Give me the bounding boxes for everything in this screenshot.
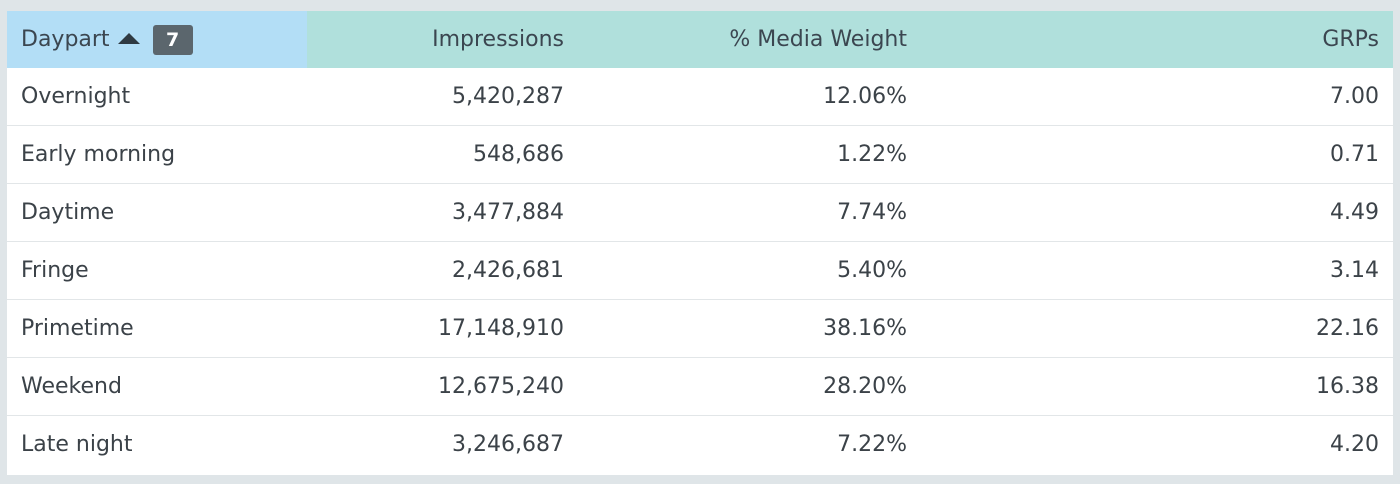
cell-grps: 22.16 [1316, 316, 1379, 341]
column-header-impressions-label: Impressions [432, 27, 564, 52]
cell-daypart: Fringe [21, 258, 89, 283]
cell-media-weight: 12.06% [823, 84, 907, 109]
sort-ascending-icon[interactable] [117, 32, 140, 44]
cell-daypart: Primetime [21, 316, 134, 341]
table-row: Fringe 2,426,681 5.40% 3.14 [7, 241, 1393, 299]
cell-impressions: 12,675,240 [438, 374, 564, 399]
cell-media-weight: 38.16% [823, 316, 907, 341]
table-body: Overnight 5,420,287 12.06% 7.00 Early mo… [7, 68, 1393, 473]
table-header-row: Daypart 7 Impressions % Media Weight GRP… [7, 11, 1393, 68]
cell-media-weight: 5.40% [837, 258, 907, 283]
cell-media-weight: 28.20% [823, 374, 907, 399]
column-header-grps[interactable]: GRPs [907, 11, 1379, 68]
cell-media-weight: 7.74% [837, 200, 907, 225]
cell-impressions: 2,426,681 [452, 258, 564, 283]
cell-grps: 4.20 [1330, 432, 1379, 457]
table-row: Early morning 548,686 1.22% 0.71 [7, 125, 1393, 183]
cell-grps: 0.71 [1330, 142, 1379, 167]
table-row: Daytime 3,477,884 7.74% 4.49 [7, 183, 1393, 241]
cell-grps: 16.38 [1316, 374, 1379, 399]
table-row: Weekend 12,675,240 28.20% 16.38 [7, 357, 1393, 415]
table-row: Primetime 17,148,910 38.16% 22.16 [7, 299, 1393, 357]
column-header-media-weight-label: % Media Weight [729, 27, 907, 52]
cell-impressions: 3,477,884 [452, 200, 564, 225]
daypart-table: Daypart 7 Impressions % Media Weight GRP… [7, 11, 1393, 475]
cell-daypart: Late night [21, 432, 133, 457]
cell-impressions: 5,420,287 [452, 84, 564, 109]
column-header-impressions[interactable]: Impressions [307, 11, 564, 68]
cell-grps: 4.49 [1330, 200, 1379, 225]
column-header-media-weight[interactable]: % Media Weight [564, 11, 907, 68]
cell-impressions: 3,246,687 [452, 432, 564, 457]
cell-daypart: Early morning [21, 142, 176, 167]
cell-grps: 7.00 [1330, 84, 1379, 109]
table-row: Overnight 5,420,287 12.06% 7.00 [7, 68, 1393, 125]
cell-impressions: 548,686 [473, 142, 564, 167]
column-header-daypart[interactable]: Daypart 7 [7, 11, 307, 68]
cell-daypart: Weekend [21, 374, 122, 399]
column-header-grps-label: GRPs [1322, 27, 1379, 52]
cell-impressions: 17,148,910 [438, 316, 564, 341]
row-count-badge: 7 [152, 24, 193, 55]
table-row: Late night 3,246,687 7.22% 4.20 [7, 415, 1393, 473]
cell-daypart: Overnight [21, 84, 131, 109]
cell-daypart: Daytime [21, 200, 115, 225]
column-header-daypart-label: Daypart [21, 27, 110, 52]
cell-grps: 3.14 [1330, 258, 1379, 283]
cell-media-weight: 7.22% [837, 432, 907, 457]
cell-media-weight: 1.22% [837, 142, 907, 167]
